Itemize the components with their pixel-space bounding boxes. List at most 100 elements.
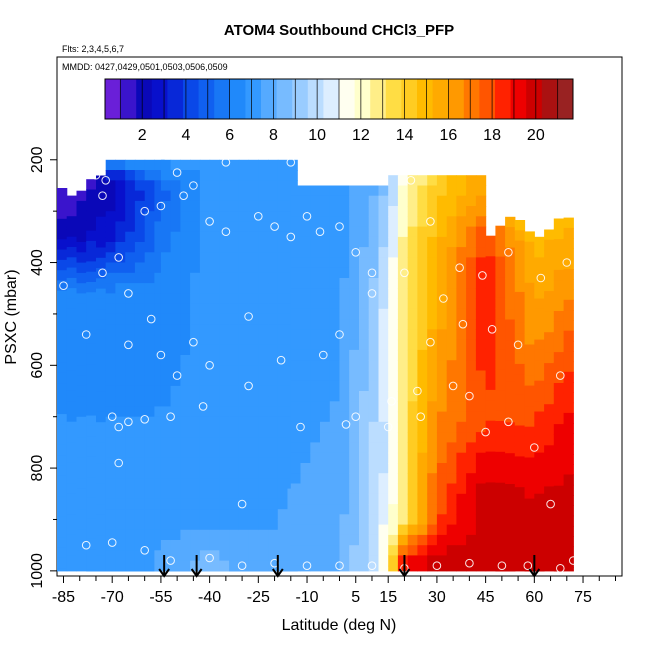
heatmap-cell — [134, 488, 146, 500]
heatmap-cell — [115, 262, 126, 274]
colorbar-swatch — [261, 79, 277, 119]
heatmap-cell — [417, 452, 428, 464]
heatmap-cell — [329, 298, 341, 310]
heatmap-cell — [320, 339, 331, 351]
heatmap-cell — [300, 432, 311, 443]
heatmap-cell — [378, 432, 389, 443]
sample-point — [569, 556, 578, 565]
heatmap-cell — [238, 313, 250, 325]
heatmap-cell — [329, 401, 341, 413]
heatmap-cell — [368, 473, 379, 485]
heatmap-cell — [115, 488, 126, 500]
heatmap-cell — [300, 329, 311, 341]
heatmap-cell — [66, 462, 77, 474]
heatmap-cell — [290, 206, 302, 217]
heatmap-cell — [544, 558, 555, 570]
heatmap-cell — [349, 401, 360, 413]
colorbar-tick-label: 16 — [439, 127, 457, 144]
sample-point — [107, 538, 117, 547]
heatmap-cell — [57, 342, 68, 353]
heatmap-cell — [125, 262, 136, 274]
sample-point — [448, 381, 458, 391]
heatmap-cell — [144, 416, 155, 428]
heatmap-cell — [388, 329, 399, 341]
heatmap-cell — [407, 278, 418, 289]
heatmap-cell — [446, 421, 457, 433]
heatmap-cell — [368, 411, 379, 423]
heatmap-cell — [96, 206, 107, 218]
heatmap-cell — [495, 503, 506, 515]
heatmap-cell — [310, 236, 321, 248]
sample-point — [556, 371, 565, 380]
heatmap-cell — [524, 416, 535, 428]
heatmap-cell — [219, 159, 230, 171]
heatmap-cell — [495, 513, 506, 525]
heatmap-cell — [359, 360, 370, 372]
heatmap-cell — [329, 226, 341, 238]
heatmap-cell — [339, 319, 350, 330]
heatmap-cell — [446, 493, 457, 505]
sample-point — [156, 201, 166, 211]
heatmap-cell — [388, 514, 399, 526]
heatmap-cell — [258, 519, 269, 531]
heatmap-cell — [154, 211, 165, 223]
heatmap-cell — [248, 457, 259, 469]
sample-point — [319, 350, 328, 360]
heatmap-cell — [134, 427, 146, 438]
heatmap-cell — [125, 406, 136, 418]
heatmap-cell — [329, 493, 341, 505]
heatmap-cell — [248, 262, 259, 274]
heatmap-cell — [329, 185, 341, 197]
heatmap-cell — [388, 247, 399, 258]
heatmap-cell — [180, 488, 191, 500]
heatmap-cell — [76, 519, 87, 531]
heatmap-cell — [66, 288, 77, 299]
heatmap-cell — [219, 488, 230, 500]
heatmap-cell — [180, 252, 191, 264]
heatmap-cell — [553, 424, 565, 435]
sample-point — [101, 176, 110, 185]
heatmap-cell — [466, 442, 477, 454]
heatmap-cell — [277, 427, 289, 438]
heatmap-cell — [534, 267, 545, 279]
heatmap-cell — [57, 362, 68, 374]
heatmap-cell — [505, 535, 516, 547]
heatmap-cell — [300, 483, 311, 495]
heatmap-cell — [534, 360, 545, 371]
heatmap-cell — [563, 299, 574, 311]
heatmap-cell — [563, 340, 574, 352]
heatmap-cell — [417, 206, 428, 217]
sample-point — [497, 561, 507, 571]
heatmap-cell — [446, 442, 457, 454]
heatmap-cell — [76, 262, 87, 274]
heatmap-cell — [417, 483, 428, 495]
heatmap-cell — [277, 416, 289, 428]
heatmap-cell — [268, 313, 279, 325]
heatmap-cell — [105, 365, 116, 377]
heatmap-cell — [229, 211, 240, 223]
heatmap-cell — [229, 385, 240, 397]
heatmap-cell — [397, 524, 409, 536]
heatmap-cell — [320, 247, 331, 258]
heatmap-cell — [66, 514, 77, 526]
heatmap-cell — [154, 375, 165, 387]
heatmap-cell — [290, 288, 302, 300]
heatmap-cell — [544, 486, 555, 498]
heatmap-cell — [329, 236, 341, 248]
heatmap-cell — [190, 211, 201, 223]
heatmap-cell — [76, 231, 87, 243]
x-tick-label: -25 — [247, 589, 270, 606]
sample-point — [556, 564, 565, 573]
heatmap-cell — [229, 313, 240, 325]
heatmap-cell — [268, 519, 279, 531]
heatmap-cell — [115, 406, 126, 418]
heatmap-cell — [57, 506, 68, 518]
sample-point — [562, 258, 572, 267]
heatmap-cell — [475, 411, 487, 423]
heatmap-cell — [329, 504, 341, 515]
heatmap-cell — [475, 298, 487, 310]
sample-point — [406, 176, 416, 185]
heatmap-cell — [190, 529, 201, 541]
heatmap-cell — [378, 185, 389, 197]
heatmap-cell — [553, 290, 565, 302]
